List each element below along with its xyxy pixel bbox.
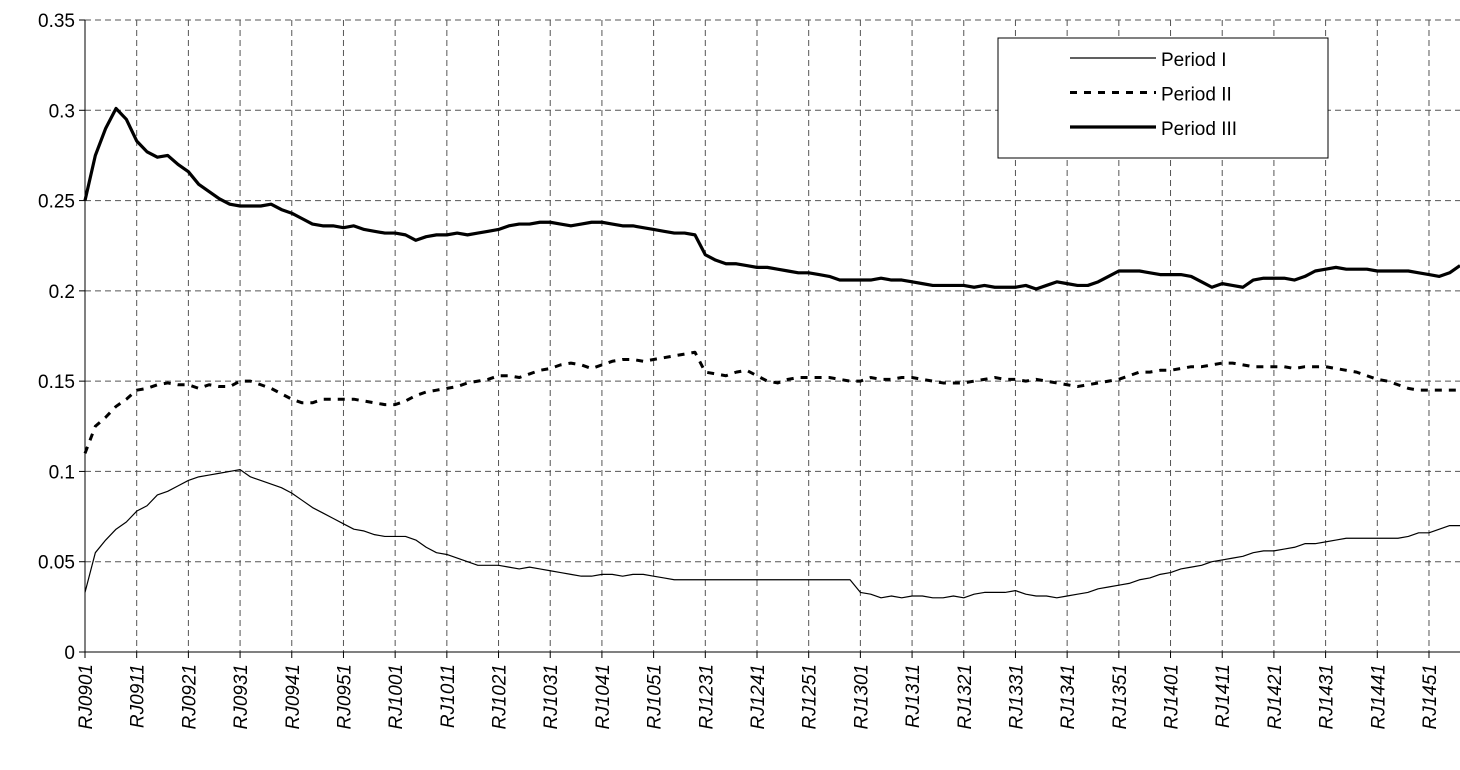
- x-tick-label: RJ1341: [1058, 664, 1079, 730]
- x-tick-label: RJ0931: [231, 664, 252, 730]
- x-tick-label: RJ1251: [800, 664, 821, 730]
- x-tick-label: RJ1021: [490, 664, 511, 730]
- lines: [83, 106, 1460, 599]
- y-tick-label: 0.3: [49, 101, 75, 122]
- axes: 0 0.05 0.1 0.15 0.2 0.25 0.3 0.35 RJ0901 RJ0911 RJ…: [38, 11, 1460, 730]
- legend-label: Period II: [1161, 85, 1232, 106]
- legend-label: Period III: [1161, 119, 1237, 140]
- x-tick-label: RJ1231: [696, 664, 717, 730]
- x-tick-label: RJ1301: [851, 664, 872, 730]
- y-tick-label: 0.15: [38, 372, 75, 393]
- x-tick-label: RJ1441: [1368, 664, 1389, 730]
- x-tick-label: RJ1041: [593, 664, 614, 730]
- series-line: [84, 469, 1460, 599]
- y-tick-label: 0.25: [38, 192, 75, 213]
- y-tick-label: 0.35: [38, 11, 75, 32]
- y-tick-label: 0.1: [49, 462, 75, 483]
- x-tick-label: RJ1421: [1265, 664, 1286, 730]
- x-tick-label: RJ0951: [334, 664, 355, 730]
- x-tick-label: RJ1241: [748, 664, 769, 730]
- x-tick-label: RJ1031: [541, 664, 562, 730]
- legend-box: [997, 37, 1329, 159]
- x-tick-label: RJ1001: [386, 664, 407, 730]
- x-tick-label: RJ1401: [1162, 664, 1183, 730]
- x-tick-label: RJ1331: [1006, 664, 1027, 730]
- series-line: [83, 350, 1460, 454]
- x-tick-label: RJ0921: [179, 664, 200, 730]
- x-tick-label: RJ0901: [76, 664, 97, 730]
- x-tick-label: RJ1431: [1317, 664, 1338, 730]
- x-tick-label: RJ1451: [1420, 664, 1441, 730]
- x-tick-label: RJ1321: [955, 664, 976, 730]
- y-tick-label: 0: [64, 643, 75, 664]
- x-tick-label: RJ1011: [438, 664, 459, 728]
- x-tick-label: RJ1051: [645, 664, 666, 730]
- y-tick-label: 0.2: [49, 282, 75, 303]
- x-tick-label: RJ1411: [1213, 664, 1234, 728]
- legend: Period I Period II Period III: [997, 37, 1329, 159]
- x-tick-label: RJ1311: [903, 664, 924, 728]
- x-tick-label: RJ0911: [128, 664, 149, 728]
- legend-label: Period I: [1161, 50, 1226, 71]
- series-line: [83, 106, 1460, 291]
- x-tick-label: RJ0941: [283, 664, 304, 730]
- x-tick-label: RJ1351: [1110, 664, 1131, 730]
- y-tick-label: 0.05: [38, 553, 75, 574]
